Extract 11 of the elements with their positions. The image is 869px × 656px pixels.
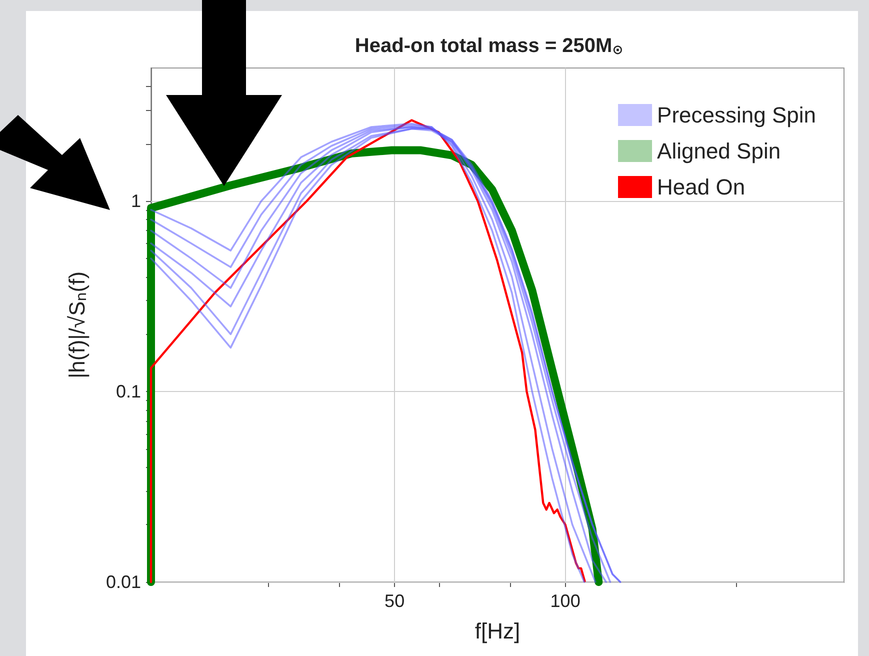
- x-tick-label: 50: [384, 591, 405, 611]
- y-axis-title: |h(f)|/√Sn(f): [64, 271, 90, 379]
- legend-label: Aligned Spin: [657, 138, 781, 164]
- legend-label: Head On: [657, 174, 746, 200]
- y-tick-label: 0.01: [106, 572, 141, 592]
- x-axis-title: f[Hz]: [474, 618, 520, 644]
- x-tick-label: 100: [550, 591, 580, 611]
- legend-label: Precessing Spin: [657, 102, 816, 128]
- y-tick-label: 1: [130, 191, 141, 212]
- y-tick-label: 0.1: [116, 382, 141, 402]
- chart-title: Head-on total mass = 250M⊙: [354, 35, 624, 58]
